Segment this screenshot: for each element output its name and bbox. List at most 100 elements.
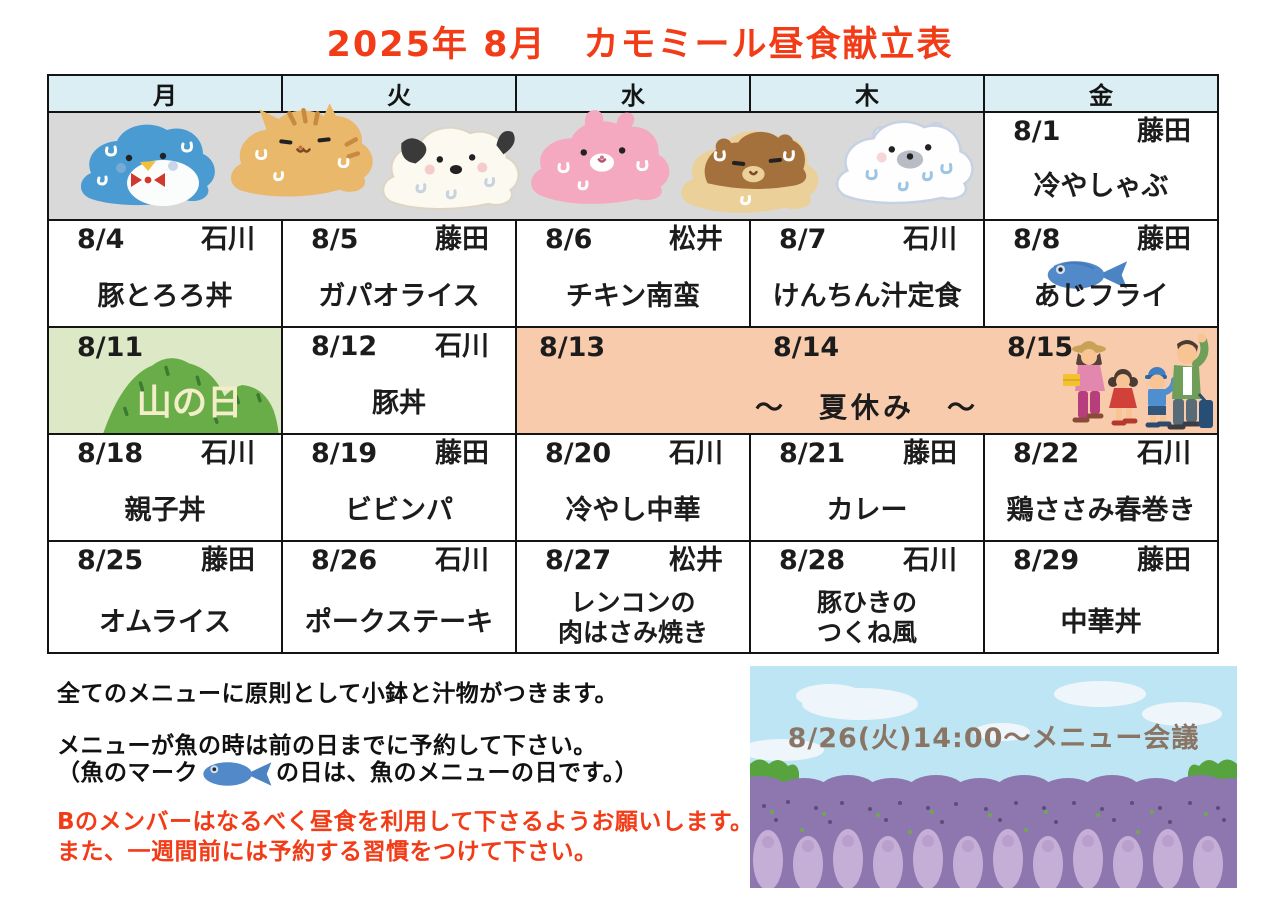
lavender-field-illustration	[750, 666, 1237, 888]
fish-icon	[1043, 254, 1131, 296]
note-fish-mark-before: （魚のマーク	[57, 760, 198, 786]
page-title: 2025年 8月 カモミール昼食献立表	[326, 25, 954, 65]
staff-label: 石川	[201, 438, 255, 469]
menu-label: ポークステーキ	[304, 607, 494, 638]
menu-line1: レンコンの	[570, 588, 696, 617]
menu-label: ガパオライス	[318, 281, 480, 312]
menu-label: 鶏ささみ春巻き	[1006, 495, 1196, 526]
week4-row: 8/18 石川 親子丼 8/19 藤田 ビビンパ 8/20 石川 冷やし中華 8/21…	[47, 433, 1219, 542]
lunch-menu-calendar: 月 火 水 木 金	[47, 74, 1219, 654]
date-label: 8/18	[77, 438, 144, 469]
day-header-wed: 水	[515, 74, 751, 113]
date-label: 8/25	[77, 545, 144, 576]
staff-label: 石川	[903, 224, 957, 255]
day-cell-8-26: 8/26 石川 ポークステーキ	[281, 540, 517, 654]
fish-icon	[200, 756, 274, 792]
date-label: 8/5	[311, 224, 359, 255]
week1-row: 8/1 藤田 冷やしゃぶ	[47, 103, 1219, 221]
day-cell-8-1: 8/1 藤田 冷やしゃぶ	[983, 111, 1219, 221]
date-label: 8/27	[545, 545, 612, 576]
staff-label: 石川	[1137, 438, 1191, 469]
holiday-cell-8-11: 8/11 山の日	[47, 326, 283, 435]
menu-meeting-banner: 8/26(火)14:00〜メニュー会議	[750, 666, 1237, 888]
staff-label: 藤田	[435, 224, 489, 255]
note-fish-reservation: メニューが魚の時は前の日までに予約して下さい。	[57, 733, 597, 759]
summer-break-label: 〜 夏休み 〜	[754, 391, 979, 424]
menu-label: 中華丼	[1060, 607, 1142, 638]
day-cell-8-28: 8/28 石川 豚ひきの つくね風	[749, 540, 985, 654]
date-label: 8/13	[539, 332, 606, 363]
melting-rabbit-illustration	[527, 108, 689, 209]
date-label: 8/12	[311, 331, 378, 362]
staff-label: 藤田	[1137, 224, 1191, 255]
day-cell-8-18: 8/18 石川 親子丼	[47, 433, 283, 542]
staff-label: 松井	[669, 545, 723, 576]
staff-label: 石川	[903, 545, 957, 576]
menu-label: カレー	[826, 495, 908, 526]
date-label: 8/7	[779, 224, 827, 255]
week5-row: 8/25 藤田 オムライス 8/26 石川 ポークステーキ 8/27 松井 レンコンの…	[47, 540, 1219, 654]
staff-label: 藤田	[903, 438, 957, 469]
menu-label: 冷やし中華	[565, 495, 701, 526]
day-cell-8-21: 8/21 藤田 カレー	[749, 433, 985, 542]
menu-label: 豚とろろ丼	[97, 281, 233, 312]
menu-label: チキン南蛮	[565, 281, 701, 312]
melting-animals-cell	[47, 103, 987, 221]
day-cell-8-19: 8/19 藤田 ビビンパ	[281, 433, 517, 542]
date-label: 8/8	[1013, 224, 1061, 255]
day-cell-8-5: 8/5 藤田 ガパオライス	[281, 219, 517, 328]
date-label: 8/22	[1013, 438, 1080, 469]
note-fish-mark: （魚のマーク の日は、魚のメニューの日です。）	[57, 753, 638, 792]
melting-penguin-illustration	[79, 116, 229, 212]
day-cell-8-6: 8/6 松井 チキン南蛮	[515, 219, 751, 328]
week2-row: 8/4 石川 豚とろろ丼 8/5 藤田 ガパオライス 8/6 松井 チキン南蛮 8/7…	[47, 219, 1219, 328]
staff-label: 藤田	[1137, 545, 1191, 576]
melting-polar-bear-illustration	[835, 113, 987, 210]
menu-label: ビビンパ	[345, 495, 453, 526]
summer-break-cell: 8/13 8/14 8/15 〜 夏休み 〜	[515, 326, 1219, 435]
day-cell-8-12: 8/12 石川 豚丼	[281, 326, 517, 435]
menu-label: レンコンの 肉はさみ焼き	[517, 588, 749, 647]
day-header-tue: 火	[281, 74, 517, 113]
staff-label: 松井	[669, 224, 723, 255]
menu-label: 冷やしゃぶ	[1033, 171, 1169, 202]
date-label: 8/1	[1013, 116, 1061, 147]
day-header-thu: 木	[749, 74, 985, 113]
note-side-dishes: 全てのメニューに原則として小鉢と汁物がつきます。	[57, 681, 619, 707]
note-reservation-habit: また、一週間前には予約する習慣をつけて下さい。	[57, 839, 598, 865]
date-label: 8/15	[1007, 332, 1074, 363]
date-label: 8/19	[311, 438, 378, 469]
date-label: 8/29	[1013, 545, 1080, 576]
melting-dog-illustration	[381, 119, 533, 216]
menu-label: けんちん汁定食	[772, 281, 962, 312]
staff-label: 藤田	[1137, 116, 1191, 147]
staff-label: 藤田	[201, 545, 255, 576]
date-label: 8/14	[773, 332, 840, 363]
menu-label: 豚ひきの つくね風	[751, 588, 983, 647]
mountain-day-label: 山の日	[137, 382, 243, 423]
day-cell-8-20: 8/20 石川 冷やし中華	[515, 433, 751, 542]
meeting-banner-text: 8/26(火)14:00〜メニュー会議	[787, 723, 1200, 754]
date-label: 8/28	[779, 545, 846, 576]
staff-label: 石川	[201, 224, 255, 255]
day-cell-8-27: 8/27 松井 レンコンの 肉はさみ焼き	[515, 540, 751, 654]
date-label: 8/11	[77, 332, 144, 363]
melting-hamster-illustration	[679, 118, 837, 216]
menu-label: 親子丼	[124, 495, 206, 526]
staff-label: 石川	[669, 438, 723, 469]
staff-label: 藤田	[435, 438, 489, 469]
staff-label: 石川	[435, 331, 489, 362]
day-cell-8-8: 8/8 藤田 あじフライ	[983, 219, 1219, 328]
melting-cat-illustration	[227, 99, 393, 205]
menu-label: オムライス	[98, 607, 232, 638]
menu-line2: つくね風	[816, 617, 917, 647]
day-header-mon: 月	[47, 74, 283, 113]
day-cell-8-4: 8/4 石川 豚とろろ丼	[47, 219, 283, 328]
date-label: 8/6	[545, 224, 593, 255]
weekday-header-row: 月 火 水 木 金	[47, 74, 1219, 113]
menu-label: あじフライ	[1033, 281, 1169, 312]
day-cell-8-7: 8/7 石川 けんちん汁定食	[749, 219, 985, 328]
date-label: 8/21	[779, 438, 846, 469]
menu-line2: 肉はさみ焼き	[557, 617, 708, 647]
week3-row: 8/11 山の日 8/12 石川 豚丼 8/13 8/14 8/15 〜 夏休み …	[47, 326, 1219, 435]
